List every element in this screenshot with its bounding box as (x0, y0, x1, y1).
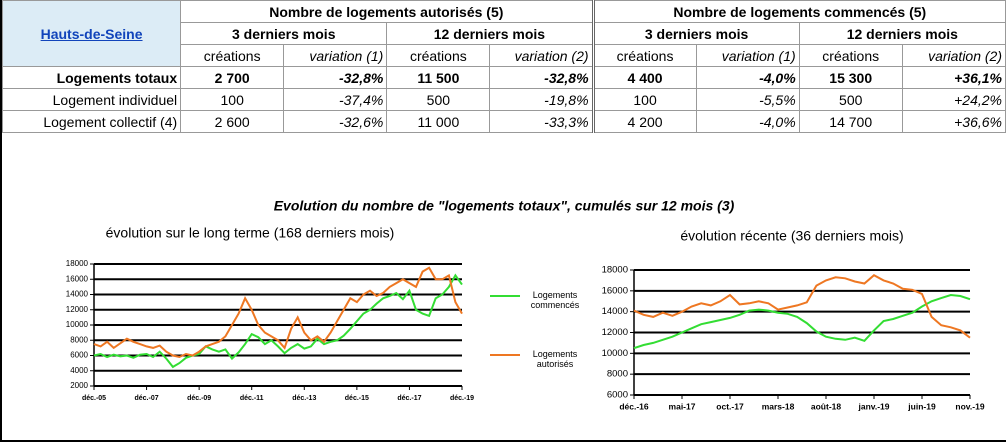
period-row: 3 derniers mois 12 derniers mois 3 dernier… (3, 22, 1006, 45)
cell: -4,0% (695, 110, 800, 133)
y-tick-label: 12000 (66, 305, 89, 314)
cell: 100 (180, 88, 285, 111)
cell: -19,8% (489, 88, 594, 111)
y-tick-label: 18000 (602, 265, 628, 276)
chart-subtitle: évolution sur le long terme (168 dernier… (106, 225, 395, 241)
charts-title: Evolution du nombre de "logements totaux… (274, 198, 735, 214)
column-header: variation (2) (489, 44, 594, 67)
y-tick-label: 12000 (602, 327, 628, 338)
x-tick-label: déc.-13 (292, 395, 316, 402)
y-tick-label: 2000 (70, 381, 88, 390)
x-tick-label: déc.-11 (240, 395, 264, 402)
row-label: Logement collectif (4) (1, 110, 182, 133)
period-header: 3 derniers mois (591, 22, 800, 45)
period-header: 3 derniers mois (180, 22, 388, 45)
data-row: Logement collectif (4) 2 600 -32,6% 11 000 -… (1, 110, 1006, 133)
y-tick-label: 4000 (70, 366, 88, 375)
x-tick-label: nov.-19 (955, 401, 984, 411)
y-tick-label: 10000 (66, 320, 89, 329)
header-row: Hauts-de-Seine Nombre de logements autori… (1, 0, 1006, 67)
cell: 500 (798, 88, 903, 111)
x-tick-label: mai-17 (669, 401, 696, 411)
series-line (93, 273, 463, 369)
column-header: créations (798, 44, 903, 67)
cell: 2 600 (180, 110, 285, 133)
x-tick-label: déc.-09 (187, 395, 211, 402)
x-tick-label: déc.-16 (619, 401, 649, 411)
x-tick-label: déc.-15 (345, 395, 369, 402)
x-tick-label: déc.-17 (397, 395, 421, 402)
y-tick-label: 8000 (607, 369, 628, 380)
cell: -32,8% (489, 66, 594, 89)
x-tick-label: déc.-19 (450, 395, 474, 402)
row-label: Logements totaux (1, 66, 182, 89)
cell: 11 000 (386, 110, 491, 133)
cell: 15 300 (798, 66, 903, 89)
series-line (93, 266, 463, 359)
column-header: variation (1) (283, 44, 388, 67)
x-tick-label: déc.-07 (135, 395, 159, 402)
chart-subtitle: évolution récente (36 derniers mois) (680, 228, 903, 244)
y-tick-label: 18000 (66, 259, 89, 268)
period-header: 12 derniers mois (386, 22, 594, 45)
x-tick-label: déc.-05 (82, 395, 106, 402)
y-tick-label: 16000 (66, 274, 89, 283)
y-tick-label: 14000 (66, 290, 89, 299)
series-line (633, 293, 971, 350)
x-tick-label: mars-18 (762, 401, 795, 411)
cell: 14 700 (798, 110, 903, 133)
group-header: Nombre de logements commencés (5) (591, 0, 1006, 23)
y-tick-label: 14000 (602, 306, 628, 317)
y-tick-label: 10000 (602, 348, 628, 359)
y-tick-label: 8000 (70, 335, 88, 344)
place-link[interactable]: Hauts-de-Seine (1, 0, 182, 67)
x-tick-label: juin-19 (907, 401, 936, 411)
legend-entry: Logements autorisés (532, 349, 578, 369)
cell: -32,6% (283, 110, 388, 133)
legend-entry: Logements commencés (530, 290, 580, 310)
table: Hauts-de-Seine Nombre de logements autori… (1, 0, 1006, 133)
column-header: créations (591, 44, 697, 67)
cell: 500 (386, 88, 491, 111)
x-tick-label: oct.-17 (716, 401, 744, 411)
column-header: variation (2) (901, 44, 1006, 67)
x-tick-label: août-18 (811, 401, 842, 411)
cell: +36,6% (901, 110, 1006, 133)
data-row: Logement individuel 100 -37,4% 500 -19,8% 100… (1, 88, 1006, 111)
y-tick-label: 6000 (70, 351, 88, 360)
x-tick-label: janv.-19 (857, 401, 889, 411)
cell: 2 700 (180, 66, 285, 89)
cell: 11 500 (386, 66, 491, 89)
y-tick-label: 16000 (602, 285, 628, 296)
y-tick-label: 6000 (607, 390, 628, 401)
series-line (633, 273, 971, 339)
